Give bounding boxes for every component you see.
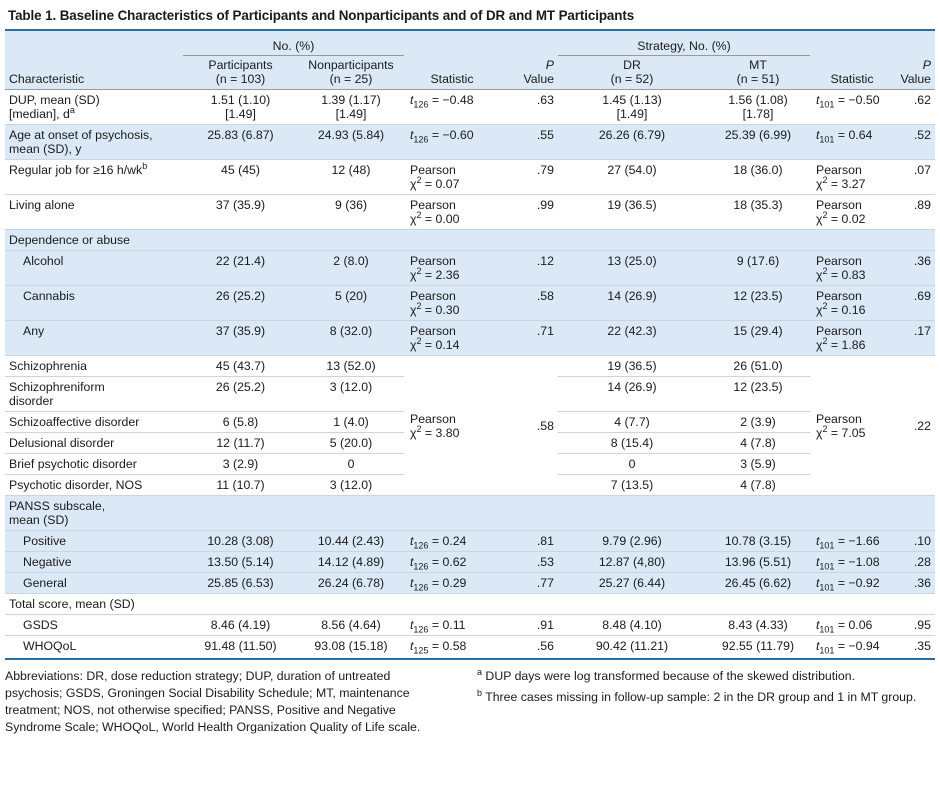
- diagnosis-p-value-2: .22: [894, 355, 935, 496]
- baseline-table: No. (%) Strategy, No. (%) Characteristic…: [5, 31, 935, 656]
- diagnosis-statistic: Pearson χ2 = 3.80: [404, 355, 500, 496]
- col-participants: Participants (n = 103): [183, 55, 298, 90]
- table-row: Schizophrenia 45 (43.7) 13 (52.0) Pearso…: [5, 355, 935, 496]
- group-header-strategy: Strategy, No. (%): [558, 31, 810, 56]
- table-row: Dependence or abuse: [5, 229, 935, 251]
- table-row: GSDS 8.46 (4.19) 8.56 (4.64) t126 = 0.11…: [5, 614, 935, 636]
- table-row: Regular job for ≥16 h/wkb 45 (45) 12 (48…: [5, 159, 935, 195]
- diagnosis-statistic-2: Pearson χ2 = 7.05: [810, 355, 894, 496]
- col-statistic-2: Statistic: [810, 55, 894, 90]
- table-row: DUP, mean (SD) [median], da 1.51 (1.10) [1…: [5, 89, 935, 125]
- col-characteristic: Characteristic: [5, 55, 183, 90]
- footnote-a: a DUP days were log transformed because …: [477, 666, 855, 683]
- table-row: Cannabis 26 (25.2) 5 (20) Pearson χ2 = 0.…: [5, 285, 935, 321]
- table-footnotes: Abbreviations: DR, dose reduction strate…: [5, 658, 935, 736]
- table-row: Living alone 37 (35.9) 9 (36) Pearson χ2 …: [5, 194, 935, 230]
- table-row: Any 37 (35.9) 8 (32.0) Pearson χ2 = 0.14 …: [5, 320, 935, 356]
- col-mt: MT (n = 51): [706, 55, 810, 90]
- table-row: PANSS subscale, mean (SD): [5, 495, 935, 531]
- col-dr: DR (n = 52): [558, 55, 706, 90]
- table-row: Alcohol 22 (21.4) 2 (8.0) Pearson χ2 = 2.…: [5, 250, 935, 286]
- col-statistic: Statistic: [404, 55, 500, 90]
- col-p-value-2: P Value: [894, 55, 935, 90]
- table-row: Age at onset of psychosis, mean (SD), y 2…: [5, 124, 935, 160]
- group-header-no: No. (%): [183, 31, 404, 56]
- table-row: Positive 10.28 (3.08) 10.44 (2.43) t126 …: [5, 530, 935, 552]
- diagnosis-p-value: .58: [500, 355, 558, 496]
- table-row: Psychotic disorder, NOS 11 (10.7) 3 (12.…: [5, 474, 935, 496]
- footnote-b: b Three cases missing in follow-up sampl…: [477, 687, 917, 704]
- table-row: General 25.85 (6.53) 26.24 (6.78) t126 =…: [5, 572, 935, 594]
- table-row: Total score, mean (SD): [5, 593, 935, 615]
- table-row: Brief psychotic disorder 3 (2.9) 0 0 3 (…: [5, 453, 935, 475]
- table-row: Negative 13.50 (5.14) 14.12 (4.89) t126 …: [5, 551, 935, 573]
- table-header: No. (%) Strategy, No. (%) Characteristic…: [5, 31, 935, 90]
- table-row: Schizophreniform disorder 26 (25.2) 3 (12…: [5, 376, 935, 412]
- abbreviations-note: Abbreviations: DR, dose reduction strate…: [5, 669, 421, 734]
- col-nonparticipants: Nonparticipants (n = 25): [298, 55, 404, 90]
- col-p-value: P Value: [500, 55, 558, 90]
- table-row: Schizoaffective disorder 6 (5.8) 1 (4.0)…: [5, 411, 935, 433]
- table-row: Delusional disorder 12 (11.7) 5 (20.0) 8…: [5, 432, 935, 454]
- table-row: WHOQoL 91.48 (11.50) 93.08 (15.18) t125 …: [23, 639, 931, 656]
- table-title: Table 1. Baseline Characteristics of Par…: [5, 0, 935, 31]
